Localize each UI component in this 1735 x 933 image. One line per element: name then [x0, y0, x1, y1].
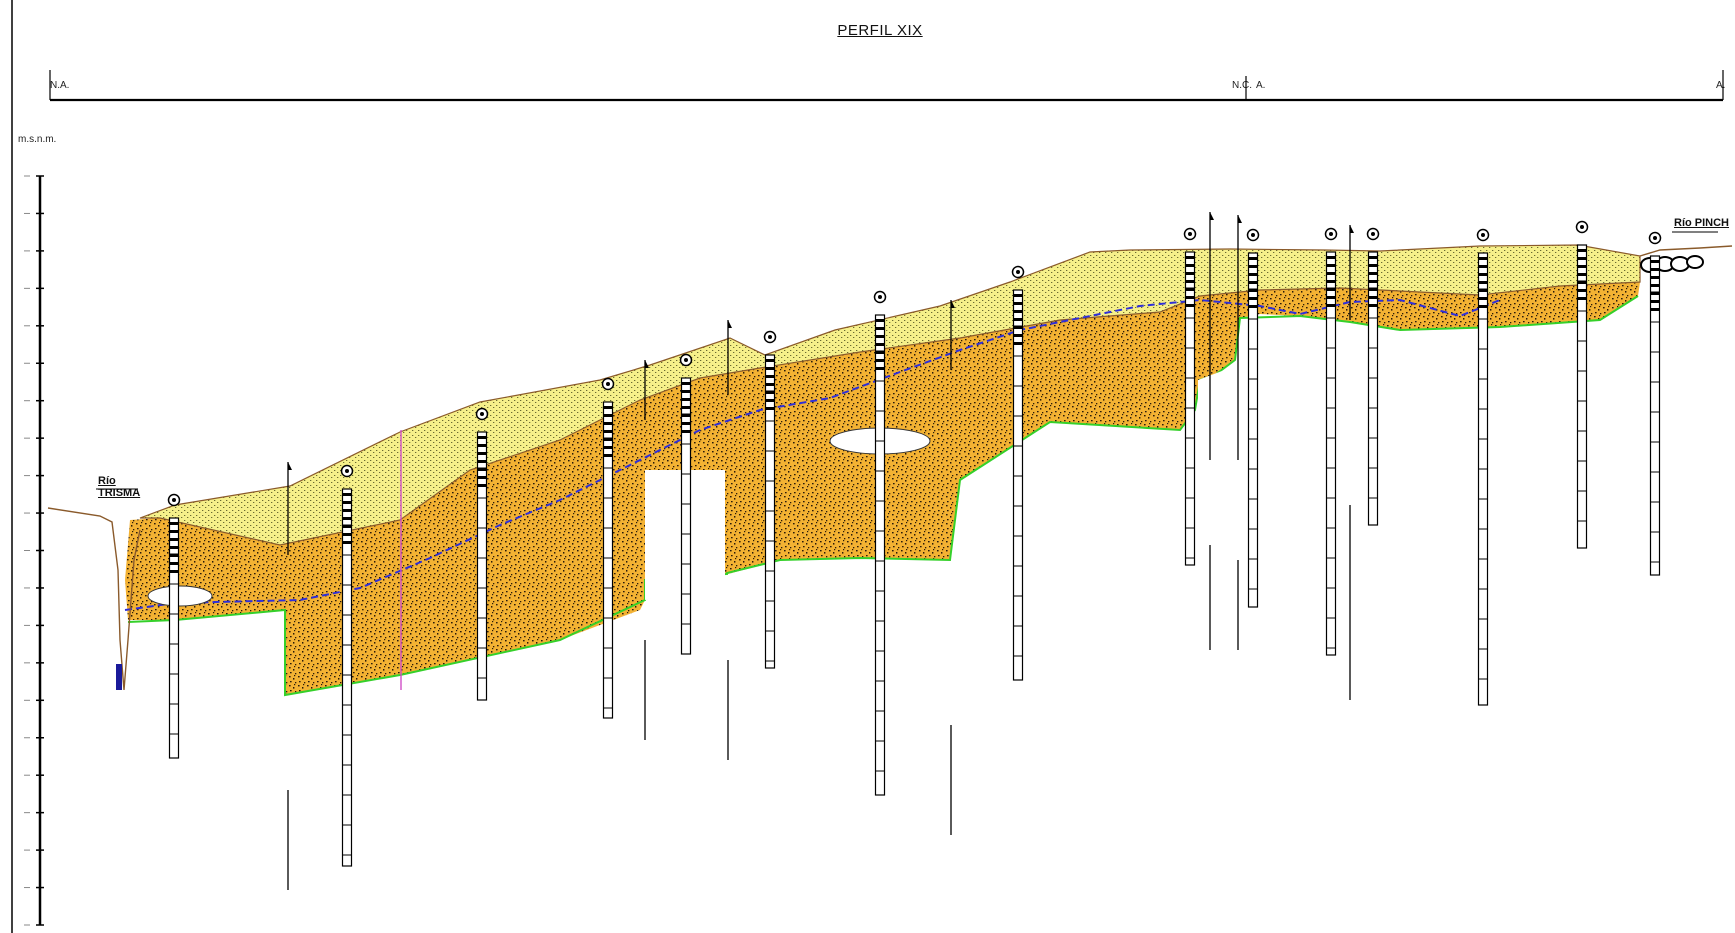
water-table: [124, 298, 1501, 611]
elevation-axis: [24, 175, 44, 926]
borehole: [1476, 228, 1490, 706]
borehole: [1575, 220, 1589, 549]
borehole: [167, 493, 181, 759]
profile-mid-left-label: N.C.: [1232, 80, 1252, 91]
borehole: [873, 290, 887, 796]
elevation-unit-label: m.s.n.m.: [18, 134, 57, 145]
borehole: [475, 407, 489, 701]
sev-line: [1209, 212, 1214, 650]
borehole: [340, 464, 354, 867]
sev-line: [644, 360, 649, 740]
borehole: [1324, 227, 1338, 656]
river-right-line1: Río PINCH: [1674, 217, 1729, 229]
borehole: [1648, 231, 1662, 576]
profile-mid-right-label: A.: [1256, 80, 1266, 91]
borehole: [679, 353, 693, 655]
sev-line: [727, 320, 732, 760]
sev-line: [1237, 215, 1242, 650]
borehole: [1246, 228, 1260, 608]
sev-line: [287, 462, 292, 890]
profile-title: PERFIL XIX: [837, 22, 923, 39]
borehole: [601, 377, 615, 719]
borehole: [1366, 227, 1380, 526]
sev-line: [950, 300, 955, 835]
sev-line: [1349, 225, 1354, 700]
river-label-right: Río PINCH: [1674, 217, 1729, 229]
river-left-line1: Río: [98, 475, 116, 487]
boreholes: [167, 220, 1662, 867]
profile-end-label: A.: [1716, 80, 1726, 91]
river-left-water: [116, 664, 122, 690]
borehole: [763, 330, 777, 669]
river-label-left: Río TRISMA: [98, 475, 140, 499]
sev-lines: [287, 212, 1354, 890]
profile-start-label: N.A.: [50, 80, 70, 91]
borehole: [1011, 265, 1025, 681]
borehole: [1183, 227, 1197, 566]
river-left-line2: TRISMA: [98, 487, 141, 499]
